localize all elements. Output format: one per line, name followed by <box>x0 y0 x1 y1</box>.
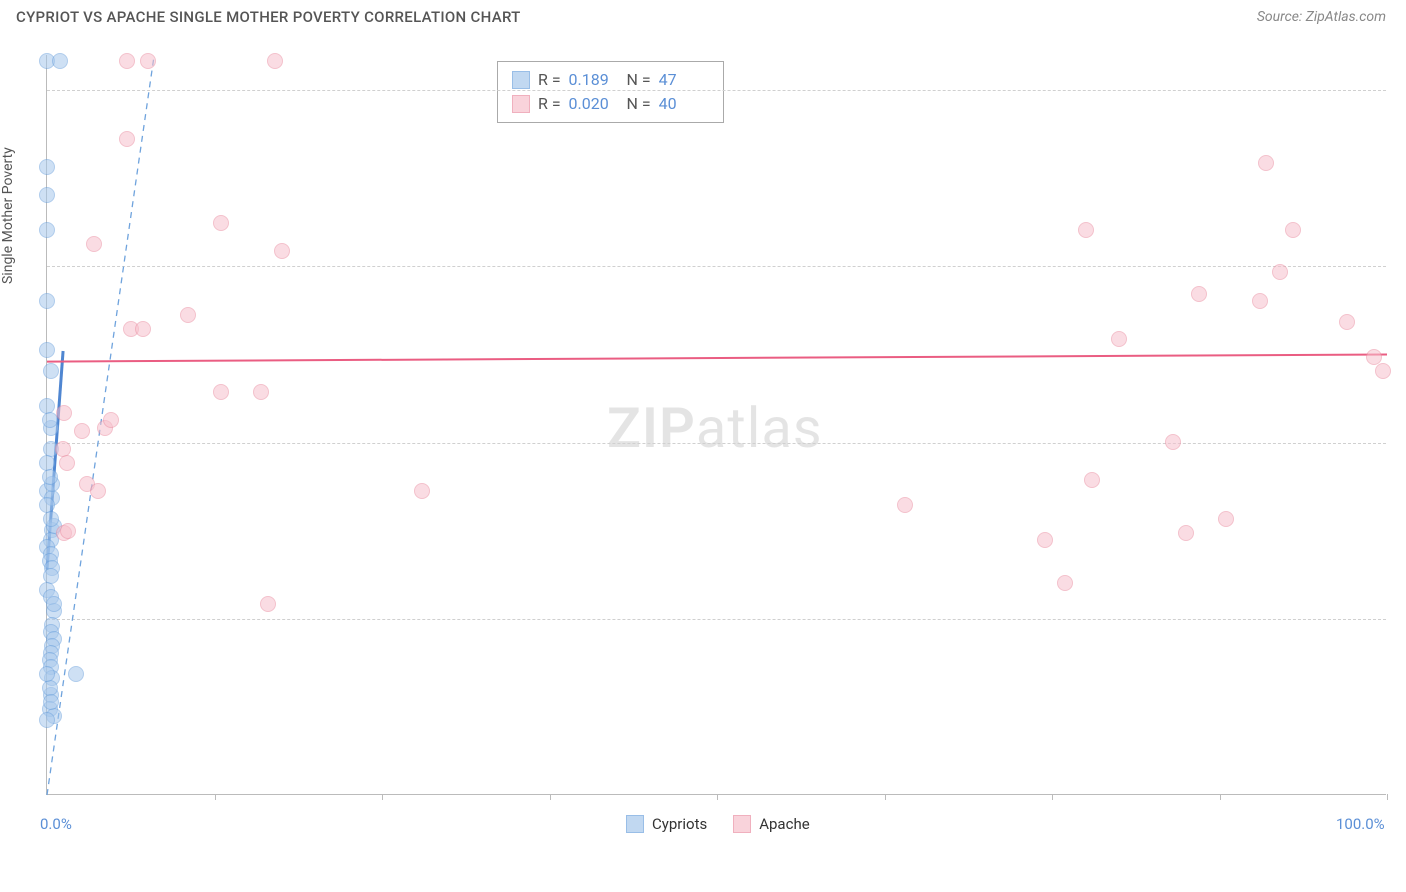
data-point <box>260 596 276 612</box>
scatter-chart: ZIPatlas R = 0.189 N = 47 R = 0.020 N = … <box>46 55 1386 795</box>
data-point <box>414 483 430 499</box>
data-point <box>56 405 72 421</box>
xtick <box>1387 794 1388 800</box>
data-point <box>140 53 156 69</box>
data-point <box>1252 293 1268 309</box>
data-point <box>60 523 76 539</box>
data-point <box>103 412 119 428</box>
data-point <box>39 187 55 203</box>
data-point <box>46 596 62 612</box>
data-point <box>39 222 55 238</box>
legend-series-name: Cypriots <box>652 815 707 833</box>
data-point <box>1285 222 1301 238</box>
data-point <box>39 159 55 175</box>
ytick-label: 50.0% <box>1396 434 1406 452</box>
data-point <box>267 53 283 69</box>
data-point <box>1178 525 1194 541</box>
chart-title: CYPRIOT VS APACHE SINGLE MOTHER POVERTY … <box>16 8 521 26</box>
data-point <box>1339 314 1355 330</box>
data-point <box>39 342 55 358</box>
data-point <box>42 469 58 485</box>
legend-item: Cypriots <box>626 815 707 833</box>
data-point <box>39 666 55 682</box>
data-point <box>135 321 151 337</box>
data-point <box>1084 472 1100 488</box>
data-point <box>42 412 58 428</box>
data-point <box>43 694 59 710</box>
legend-series-name: Apache <box>759 815 809 833</box>
data-point <box>39 293 55 309</box>
data-point <box>90 483 106 499</box>
data-point <box>68 666 84 682</box>
data-point <box>119 53 135 69</box>
ytick-label: 25.0% <box>1396 610 1406 628</box>
data-point <box>86 236 102 252</box>
data-point <box>897 497 913 513</box>
data-point <box>1037 532 1053 548</box>
data-point <box>1375 363 1391 379</box>
data-point <box>1078 222 1094 238</box>
xtick-label: 0.0% <box>40 815 72 833</box>
legend-item: Apache <box>733 815 809 833</box>
data-point <box>1057 575 1073 591</box>
data-point <box>119 131 135 147</box>
data-point <box>59 455 75 471</box>
data-point <box>1165 434 1181 450</box>
series-legend: Cypriots Apache <box>626 815 810 833</box>
data-point <box>52 53 68 69</box>
data-point <box>74 423 90 439</box>
data-point <box>43 511 59 527</box>
data-point <box>1218 511 1234 527</box>
legend-swatch <box>733 815 751 833</box>
data-point <box>213 384 229 400</box>
legend-swatch <box>626 815 644 833</box>
data-point <box>39 712 55 728</box>
data-point <box>180 307 196 323</box>
data-point <box>1191 286 1207 302</box>
data-point <box>274 243 290 259</box>
ytick-label: 100.0% <box>1396 81 1406 99</box>
xtick-label: 100.0% <box>1336 815 1385 833</box>
data-point <box>253 384 269 400</box>
data-point <box>1258 155 1274 171</box>
trend-lines <box>47 55 1387 795</box>
data-point <box>1111 331 1127 347</box>
y-axis-label: Single Mother Poverty <box>0 147 16 284</box>
ytick-label: 75.0% <box>1396 257 1406 275</box>
data-point <box>213 215 229 231</box>
data-point <box>1272 264 1288 280</box>
source-label: Source: ZipAtlas.com <box>1257 9 1386 25</box>
data-point <box>43 363 59 379</box>
